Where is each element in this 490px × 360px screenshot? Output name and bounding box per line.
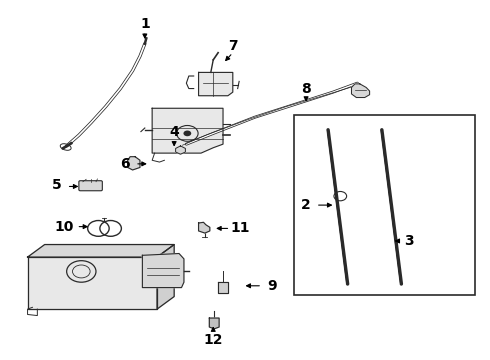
- Polygon shape: [351, 84, 369, 98]
- Polygon shape: [152, 108, 223, 153]
- Polygon shape: [143, 253, 184, 288]
- Circle shape: [183, 131, 191, 136]
- Polygon shape: [198, 222, 210, 233]
- Polygon shape: [218, 282, 228, 293]
- Text: 4: 4: [169, 125, 179, 139]
- Text: 6: 6: [121, 157, 130, 171]
- Text: 2: 2: [301, 198, 311, 212]
- Text: 9: 9: [267, 279, 277, 293]
- Polygon shape: [209, 318, 219, 329]
- Polygon shape: [27, 257, 157, 309]
- Polygon shape: [198, 72, 233, 96]
- Text: 7: 7: [228, 39, 238, 53]
- Text: 3: 3: [404, 234, 414, 248]
- Polygon shape: [128, 157, 140, 170]
- Polygon shape: [157, 244, 174, 309]
- Text: 10: 10: [54, 220, 74, 234]
- Text: 1: 1: [140, 17, 150, 31]
- Text: 11: 11: [230, 221, 250, 235]
- Bar: [294, 116, 475, 295]
- Text: 12: 12: [203, 333, 223, 347]
- Text: 5: 5: [52, 178, 62, 192]
- Text: 8: 8: [301, 82, 311, 95]
- FancyBboxPatch shape: [79, 181, 102, 191]
- Polygon shape: [27, 244, 174, 257]
- Polygon shape: [175, 146, 185, 154]
